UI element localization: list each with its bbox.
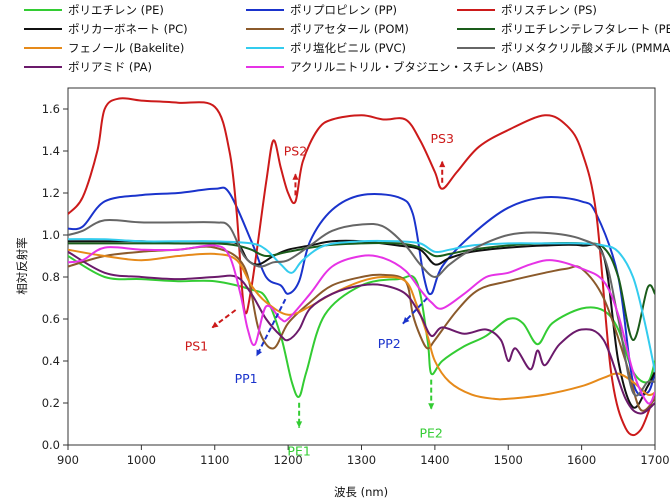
- x-tick-label: 900: [57, 453, 79, 467]
- annotation-label: PS1: [185, 338, 208, 353]
- annotation-arrowhead: [212, 322, 219, 328]
- y-tick-label: 0.6: [42, 312, 60, 326]
- y-tick-label: 0.0: [42, 438, 60, 452]
- y-tick-label: 1.2: [42, 186, 60, 200]
- annotation-arrowhead: [296, 421, 302, 427]
- annotation-label: PP2: [378, 336, 401, 351]
- x-axis-label: 波長 (nm): [334, 485, 388, 499]
- x-tick-label: 1300: [347, 453, 376, 467]
- y-axis-label: 相対反射率: [15, 237, 29, 295]
- series-line-5: [68, 243, 655, 340]
- y-tick-label: 0.4: [42, 354, 60, 368]
- x-tick-label: 1400: [420, 453, 449, 467]
- annotation-arrowhead: [428, 403, 434, 409]
- x-tick-label: 1500: [494, 453, 523, 467]
- y-tick-label: 1.0: [42, 228, 60, 242]
- x-tick-label: 1000: [127, 453, 156, 467]
- series-line-4: [68, 247, 655, 411]
- plot-frame: [68, 88, 655, 445]
- x-tick-label: 1700: [640, 453, 669, 467]
- annotation-label: PE1: [287, 444, 310, 459]
- series-group: [68, 98, 655, 435]
- annotation-arrowhead: [439, 161, 445, 167]
- x-tick-label: 1100: [200, 453, 229, 467]
- y-tick-label: 0.2: [42, 396, 60, 410]
- annotation-label: PS2: [284, 143, 307, 158]
- series-line-1: [68, 188, 655, 396]
- annotation-label: PE2: [420, 426, 443, 441]
- annotation-label: PS3: [430, 131, 453, 146]
- y-tick-label: 1.4: [42, 144, 60, 158]
- annotation-label: PP1: [235, 371, 258, 386]
- axis-ticks: 900100011001200130014001500160017000.00.…: [42, 102, 670, 467]
- series-line-8: [68, 220, 655, 396]
- y-tick-label: 1.6: [42, 102, 60, 116]
- series-line-2: [68, 98, 655, 435]
- x-tick-label: 1600: [567, 453, 596, 467]
- y-tick-label: 0.8: [42, 270, 60, 284]
- series-line-3: [68, 241, 655, 408]
- annotation-arrowhead: [292, 173, 298, 179]
- series-line-6: [68, 250, 655, 400]
